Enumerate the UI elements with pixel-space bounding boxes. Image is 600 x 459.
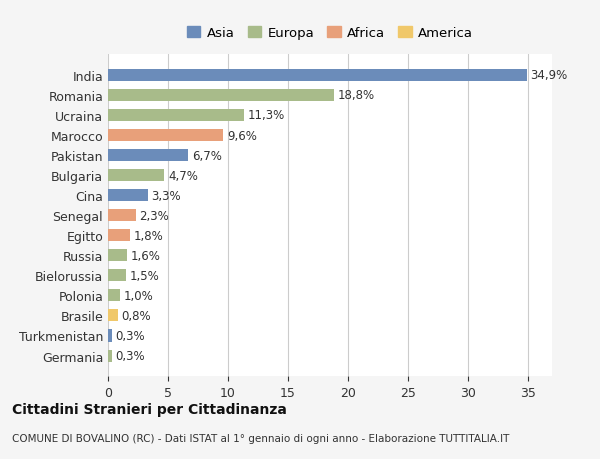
Text: 18,8%: 18,8% <box>337 89 374 102</box>
Text: 1,5%: 1,5% <box>130 269 160 282</box>
Text: 1,6%: 1,6% <box>131 249 161 262</box>
Text: 11,3%: 11,3% <box>247 109 284 122</box>
Bar <box>108 290 120 302</box>
Text: 3,3%: 3,3% <box>151 189 181 202</box>
Bar <box>108 350 112 362</box>
Text: 2,3%: 2,3% <box>139 209 169 222</box>
Text: 34,9%: 34,9% <box>530 69 568 82</box>
Text: 0,3%: 0,3% <box>115 349 145 362</box>
Bar <box>108 90 334 102</box>
Bar <box>108 250 127 262</box>
Bar <box>108 310 118 322</box>
Text: Cittadini Stranieri per Cittadinanza: Cittadini Stranieri per Cittadinanza <box>12 402 287 416</box>
Text: 4,7%: 4,7% <box>168 169 198 182</box>
Bar <box>108 130 223 142</box>
Bar <box>108 270 126 282</box>
Text: 0,3%: 0,3% <box>115 329 145 342</box>
Bar <box>108 110 244 122</box>
Text: 1,0%: 1,0% <box>124 289 154 302</box>
Legend: Asia, Europa, Africa, America: Asia, Europa, Africa, America <box>180 20 480 46</box>
Bar <box>108 70 527 82</box>
Text: 6,7%: 6,7% <box>192 149 222 162</box>
Text: 9,6%: 9,6% <box>227 129 257 142</box>
Bar <box>108 190 148 202</box>
Text: 1,8%: 1,8% <box>133 229 163 242</box>
Bar <box>108 330 112 342</box>
Text: COMUNE DI BOVALINO (RC) - Dati ISTAT al 1° gennaio di ogni anno - Elaborazione T: COMUNE DI BOVALINO (RC) - Dati ISTAT al … <box>12 433 509 442</box>
Bar <box>108 210 136 222</box>
Bar <box>108 150 188 162</box>
Text: 0,8%: 0,8% <box>121 309 151 322</box>
Bar <box>108 230 130 242</box>
Bar <box>108 170 164 182</box>
